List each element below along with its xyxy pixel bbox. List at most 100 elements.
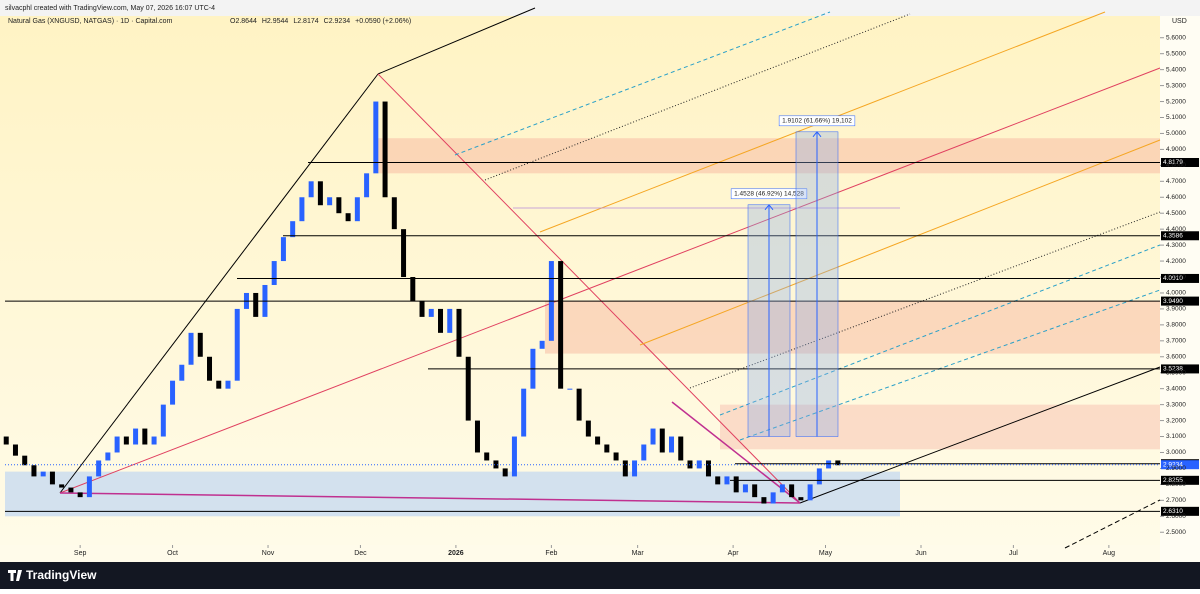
candle-body	[752, 484, 758, 498]
fork-line	[454, 11, 831, 156]
candle-body	[576, 388, 582, 421]
y-tick-label: 4.3000	[1166, 242, 1186, 249]
x-tick-label: Jun	[915, 550, 926, 557]
y-tick-label: 2.7000	[1166, 497, 1186, 504]
y-tick-label: 3.6000	[1166, 353, 1186, 360]
candle-body	[604, 444, 610, 453]
candle-body	[632, 460, 638, 477]
candle-body	[807, 484, 813, 501]
candle-body	[123, 436, 129, 445]
ohlc-value: O2.8644	[230, 18, 257, 25]
candle-body	[40, 471, 46, 477]
y-tick-label: 3.2000	[1166, 417, 1186, 424]
candle-body	[253, 292, 259, 317]
candle-body	[428, 308, 434, 317]
candle-body	[659, 428, 665, 453]
ohlc-value: +0.0590 (+2.06%)	[355, 18, 411, 25]
candle-body	[271, 261, 277, 285]
plot-area	[0, 16, 1160, 545]
candle-body	[22, 455, 28, 466]
x-tick-label: Dec	[354, 550, 367, 557]
y-tick-label: 5.3000	[1166, 82, 1186, 89]
candle-body	[77, 492, 83, 498]
trend-line	[59, 73, 379, 494]
zone	[378, 138, 1160, 174]
level-label: 4.8179	[1163, 159, 1183, 166]
fork-line	[639, 139, 1161, 346]
fork-line	[739, 289, 1161, 441]
level-label: 4.3586	[1163, 232, 1183, 239]
candle-body	[558, 261, 564, 389]
fork-line	[719, 244, 1161, 416]
candle-body	[678, 436, 684, 461]
y-tick-label: 3.1000	[1166, 433, 1186, 440]
arrow-head	[812, 131, 822, 138]
trend-line	[59, 492, 801, 504]
candle-body	[336, 197, 342, 214]
candle-body	[484, 452, 490, 461]
candle-body	[105, 452, 111, 461]
candle-body	[595, 436, 601, 445]
candle-body	[96, 460, 102, 477]
y-tick-label: 4.6000	[1166, 194, 1186, 201]
level-tag	[1161, 231, 1199, 241]
trend-line	[1064, 499, 1161, 549]
y-tick-label: 2.5000	[1166, 529, 1186, 536]
y-tick-label: 3.8000	[1166, 322, 1186, 329]
candle-body	[299, 197, 305, 222]
level-tag	[1161, 157, 1199, 167]
level-tag	[1161, 364, 1199, 374]
candle-body	[410, 277, 416, 301]
ohlc-value: L2.8174	[293, 18, 318, 25]
candle-body	[401, 229, 407, 278]
candle-body	[419, 300, 425, 317]
y-tick-label: 5.6000	[1166, 34, 1186, 41]
candle-body	[160, 404, 166, 437]
candle-body	[197, 332, 203, 357]
y-tick-label: 5.1000	[1166, 114, 1186, 121]
candle-body	[59, 484, 65, 488]
x-tick-label: Sep	[74, 550, 87, 557]
y-tick-label: 4.4000	[1166, 226, 1186, 233]
level-label: 3.5238	[1163, 366, 1183, 373]
level-label: 4.0910	[1163, 275, 1183, 282]
x-tick-label: Oct	[167, 550, 178, 557]
candle-body	[179, 364, 185, 381]
level-label: 3.9490	[1163, 298, 1183, 305]
trend-line	[671, 401, 801, 504]
candle-body	[493, 460, 499, 469]
candle-body	[770, 492, 776, 504]
candle-body	[641, 444, 647, 461]
logo	[8, 570, 22, 581]
candle-body	[465, 356, 471, 421]
candle-body	[86, 476, 92, 498]
footer	[0, 562, 1200, 589]
zone	[720, 404, 1160, 450]
candle-body	[151, 436, 157, 445]
candle-body	[345, 213, 351, 222]
candle-body	[567, 388, 573, 390]
fork-line	[484, 13, 911, 181]
candle-body	[207, 356, 213, 381]
candle-body	[438, 308, 444, 333]
header-bar	[0, 0, 1200, 16]
candle-body	[327, 197, 333, 206]
candle-body	[308, 181, 314, 198]
candle-body	[12, 444, 18, 456]
y-tick-label: 3.3000	[1166, 401, 1186, 408]
candle-body	[234, 308, 240, 381]
x-tick-label: Apr	[728, 550, 740, 557]
ohlc-value: C2.9234	[324, 18, 351, 25]
x-tick-label: Jul	[1009, 550, 1018, 557]
x-tick-label: Aug	[1103, 550, 1116, 557]
candle-body	[391, 197, 397, 230]
y-tick-label: 5.5000	[1166, 50, 1186, 57]
x-tick-label: Nov	[262, 550, 275, 557]
y-tick-label: 4.2000	[1166, 258, 1186, 265]
arrow-head	[764, 203, 774, 211]
y-tick-label: 4.9000	[1166, 146, 1186, 153]
ohlc-value: H2.9544	[262, 18, 289, 25]
y-tick-label: 5.0000	[1166, 130, 1186, 137]
candle-body	[170, 380, 176, 405]
